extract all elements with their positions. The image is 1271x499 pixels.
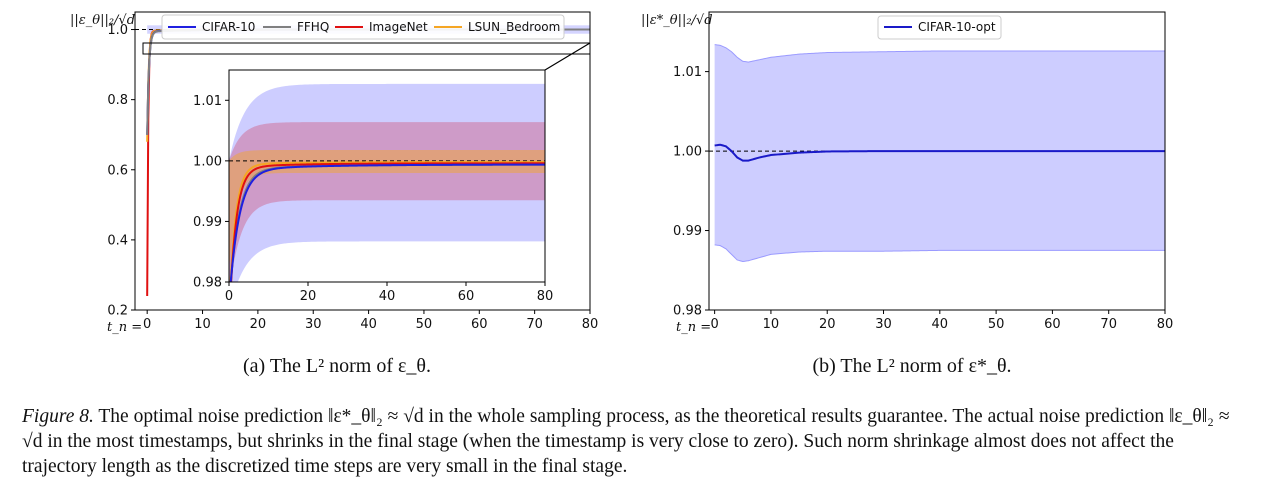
b-ytick-label: 1.01 — [673, 65, 702, 80]
panel-b-x-prefix: t_n = — [676, 320, 711, 335]
band-lower-edge — [714, 244, 1165, 263]
figure-caption: Figure 8. The optimal noise prediction ‖… — [22, 404, 1247, 479]
panel-b-x-ticks: 0 10 20 30 40 50 60 70 80 — [710, 310, 1173, 332]
inset-ytick-label: 0.98 — [193, 276, 222, 291]
panel-a-legend: CIFAR-10 FFHQ ImageNet LSUN_Bedroom — [161, 14, 565, 40]
legend-box — [877, 15, 1002, 40]
a-xtick-label: 40 — [360, 317, 377, 332]
panel-a-x-prefix: t_n = — [107, 320, 142, 335]
panel-b: ||ε*_θ||₂/√d t_n = 0 10 20 30 40 50 60 70 80 0.9… — [641, 11, 1173, 335]
inset-xtick-label: 0 — [225, 289, 233, 304]
inset-plot-area — [229, 83, 545, 282]
inset-series-line-ImageNet — [230, 162, 545, 282]
a-xtick-label: 30 — [305, 317, 322, 332]
band-upper-edge — [714, 44, 1165, 63]
subcaption-b: (b) The L² norm of ε*_θ. — [812, 355, 1011, 377]
a-ytick-label: 0.6 — [107, 163, 128, 178]
panel-b-legend: CIFAR-10-opt — [877, 15, 1002, 40]
b-xtick-label: 10 — [763, 317, 780, 332]
inset-ytick-label: 1.00 — [193, 154, 222, 169]
inset-xtick-label: 80 — [537, 289, 554, 304]
inset-xtick-label: 20 — [300, 289, 317, 304]
b-xtick-label: 40 — [932, 317, 949, 332]
inset-xtick-label: 40 — [379, 289, 396, 304]
a-xtick-label: 20 — [250, 317, 267, 332]
inset-xtick-label: 60 — [458, 289, 475, 304]
b-xtick-label: 0 — [710, 317, 718, 332]
panel-b-frame — [708, 11, 1166, 311]
inset-x-ticks: 0 20 40 60 80 — [225, 282, 553, 304]
figure: ||ε_θ||₂/√d t_n = 0 10 20 30 40 50 60 70 80 0.20… — [70, 11, 1173, 377]
a-xtick-label: 70 — [526, 317, 543, 332]
inset-ytick-label: 1.01 — [193, 94, 222, 109]
legend-label-cifar10-opt: CIFAR-10-opt — [918, 20, 996, 34]
a-xtick-label: 60 — [471, 317, 488, 332]
a-ytick-label: 1.0 — [107, 23, 128, 38]
panel-a-y-ticks: 0.2 0.4 0.6 0.8 1.0 — [107, 23, 135, 319]
a-ytick-label: 0.4 — [107, 233, 128, 248]
inset-ytick-label: 0.99 — [193, 215, 222, 230]
b-ytick-label: 0.98 — [673, 304, 702, 319]
b-xtick-label: 20 — [819, 317, 836, 332]
legend-label-lsun: LSUN_Bedroom — [468, 20, 560, 34]
series-line-CIFAR-10-opt — [714, 143, 1165, 162]
inset-background — [229, 70, 545, 282]
legend-label-cifar10: CIFAR-10 — [202, 20, 255, 34]
a-xtick-label: 10 — [194, 317, 211, 332]
panel-b-y-ticks: 0.98 0.99 1.00 1.01 — [673, 65, 709, 319]
b-xtick-label: 50 — [988, 317, 1005, 332]
a-ytick-label: 0.8 — [107, 93, 128, 108]
panel-a-ylabel: ||ε_θ||₂/√d — [70, 13, 135, 28]
b-xtick-label: 80 — [1157, 317, 1174, 332]
b-ytick-label: 1.00 — [673, 145, 702, 160]
subcaption-a: (a) The L² norm of ε_θ. — [243, 355, 431, 377]
inset-content — [229, 83, 545, 282]
panel-b-plot-area — [709, 44, 1165, 263]
inset-series-line-LSUN_Bedroom — [229, 161, 545, 282]
inset-series-line-CIFAR-10 — [229, 163, 545, 282]
panel-a-frame — [134, 11, 591, 311]
legend-label-imagenet: ImageNet — [369, 20, 428, 34]
panel-a-x-ticks: 0 10 20 30 40 50 60 70 80 — [143, 310, 598, 332]
panel-a-inset: 0 20 40 60 80 0.98 0.99 1.00 1.01 — [193, 69, 553, 304]
panel-a: ||ε_θ||₂/√d t_n = 0 10 20 30 40 50 60 70 80 0.20… — [70, 11, 598, 335]
a-xtick-label: 50 — [416, 317, 433, 332]
legend-label-ffhq: FFHQ — [297, 20, 329, 34]
b-ytick-label: 0.99 — [673, 224, 702, 239]
band-CIFAR-10 — [229, 83, 545, 282]
b-xtick-label: 30 — [875, 317, 892, 332]
caption-label: Figure 8. — [22, 406, 94, 427]
a-ytick-label: 0.2 — [107, 304, 128, 319]
b-xtick-label: 70 — [1100, 317, 1117, 332]
zoom-region-box — [142, 42, 591, 55]
b-xtick-label: 60 — [1044, 317, 1061, 332]
zoom-connector — [544, 42, 591, 71]
caption-text: The optimal noise prediction ‖ε*_θ‖₂ ≈ √… — [22, 406, 1230, 477]
a-xtick-label: 80 — [582, 317, 599, 332]
band-CIFAR-10-opt — [714, 44, 1165, 262]
panel-b-ylabel: ||ε*_θ||₂/√d — [641, 13, 713, 28]
inset-y-ticks: 0.98 0.99 1.00 1.01 — [193, 94, 229, 291]
a-xtick-label: 0 — [143, 317, 151, 332]
